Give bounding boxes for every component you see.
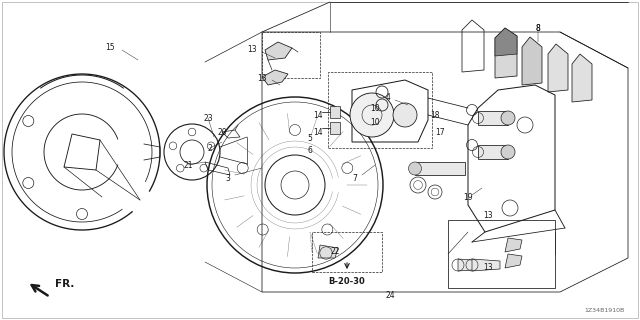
Polygon shape	[478, 145, 508, 159]
Polygon shape	[505, 238, 522, 252]
Text: 8: 8	[536, 23, 540, 33]
Text: 14: 14	[313, 110, 323, 119]
Polygon shape	[318, 245, 338, 258]
Text: 21: 21	[183, 161, 193, 170]
Text: 7: 7	[353, 173, 357, 182]
Text: 19: 19	[463, 194, 473, 203]
Text: 22: 22	[330, 247, 340, 257]
Polygon shape	[505, 254, 522, 268]
Text: 24: 24	[385, 291, 395, 300]
Text: 15: 15	[105, 44, 115, 52]
Circle shape	[393, 103, 417, 127]
Text: 6: 6	[308, 146, 312, 155]
Polygon shape	[330, 106, 340, 118]
Circle shape	[350, 93, 394, 137]
Polygon shape	[262, 70, 288, 85]
Polygon shape	[330, 122, 340, 134]
Text: 13: 13	[483, 263, 493, 273]
Polygon shape	[472, 259, 500, 271]
Polygon shape	[495, 28, 517, 56]
Polygon shape	[478, 111, 508, 125]
Text: 13: 13	[483, 211, 493, 220]
Polygon shape	[572, 54, 592, 102]
Text: 4: 4	[385, 93, 390, 102]
Polygon shape	[548, 44, 568, 92]
Text: 2: 2	[207, 143, 212, 153]
Polygon shape	[415, 162, 465, 175]
Text: 8: 8	[536, 23, 540, 33]
Circle shape	[501, 145, 515, 159]
Polygon shape	[522, 37, 542, 85]
Circle shape	[501, 111, 515, 125]
Text: 13: 13	[247, 45, 257, 54]
Text: 20: 20	[217, 127, 227, 137]
Text: 10: 10	[370, 103, 380, 113]
Text: 10: 10	[370, 117, 380, 126]
Circle shape	[408, 162, 422, 175]
Text: 5: 5	[308, 133, 312, 142]
Polygon shape	[495, 28, 517, 78]
Text: 1Z34B1910B: 1Z34B1910B	[585, 308, 625, 313]
Text: FR.: FR.	[55, 279, 75, 289]
Polygon shape	[265, 42, 292, 60]
Text: 23: 23	[203, 114, 213, 123]
Text: 3: 3	[225, 173, 230, 182]
Text: 18: 18	[430, 110, 440, 119]
Text: 13: 13	[257, 74, 267, 83]
Text: B-20-30: B-20-30	[328, 277, 365, 286]
Text: 14: 14	[313, 127, 323, 137]
Text: 17: 17	[435, 127, 445, 137]
Polygon shape	[458, 259, 486, 271]
